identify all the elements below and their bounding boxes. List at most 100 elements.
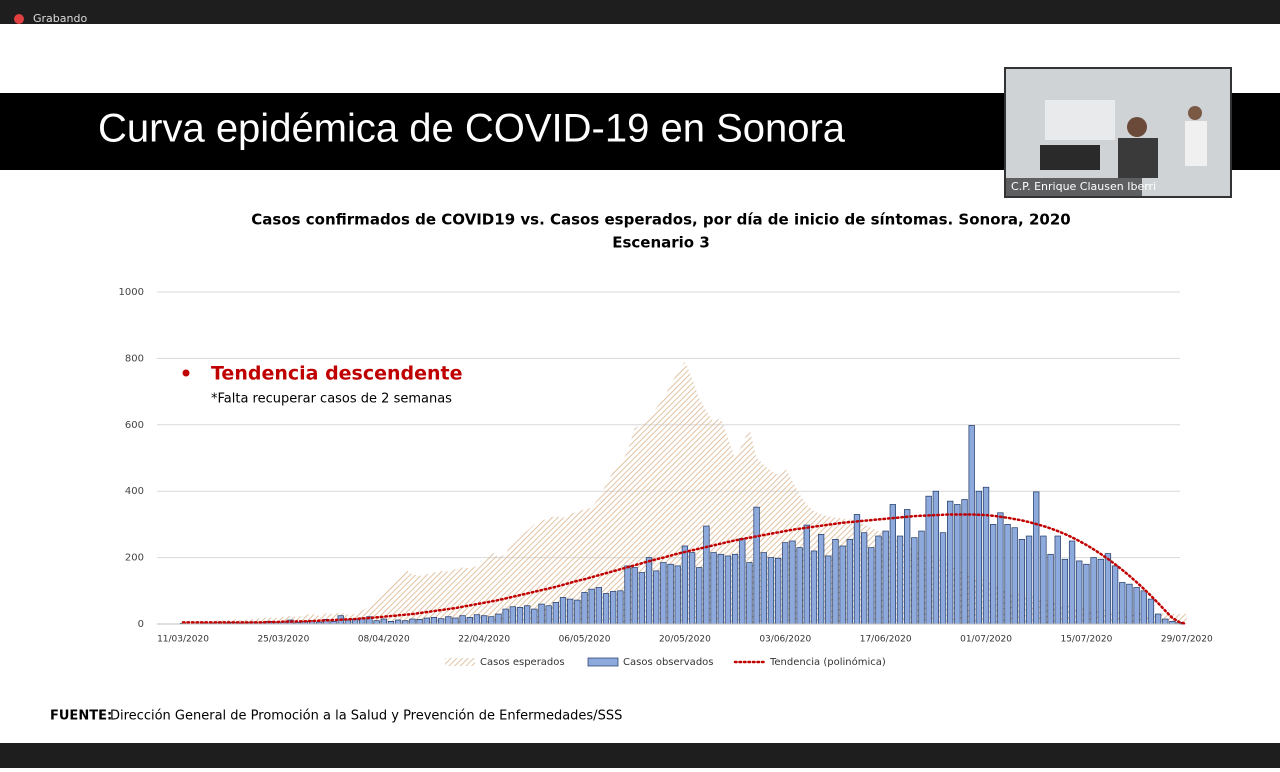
x-tick-label: 06/05/2020 (559, 635, 611, 645)
y-tick-label: 200 (125, 553, 144, 564)
legend-swatch (588, 658, 618, 666)
bar (833, 539, 839, 624)
top-bar (0, 0, 1280, 24)
bar (976, 491, 982, 624)
bar (890, 504, 896, 624)
bar (854, 514, 860, 624)
bar (969, 425, 975, 624)
bar (983, 487, 989, 624)
x-tick-label: 01/07/2020 (960, 635, 1012, 645)
source-text: Dirección General de Promoción a la Salu… (110, 709, 622, 724)
bar (1105, 554, 1111, 624)
bar (840, 546, 846, 624)
bar (1112, 566, 1118, 624)
x-tick-label: 20/05/2020 (659, 635, 711, 645)
bar (904, 509, 910, 624)
bar (589, 589, 595, 624)
bar (381, 619, 387, 624)
bar (919, 531, 925, 624)
bar (489, 617, 495, 624)
bar (460, 616, 466, 624)
bar (1069, 541, 1075, 624)
bar (524, 606, 530, 624)
bar (962, 500, 968, 625)
bar (818, 534, 824, 624)
bar (1119, 583, 1125, 625)
y-tick-label: 1000 (119, 287, 144, 298)
source-label: FUENTE: (50, 709, 112, 724)
bar (1048, 554, 1054, 624)
bar (1162, 619, 1168, 624)
legend-label: Casos esperados (480, 657, 565, 668)
bar (431, 617, 437, 624)
bottom-bar (0, 743, 1280, 768)
annotation-note: *Falta recuperar casos de 2 semanas (211, 392, 452, 407)
bar (575, 600, 581, 624)
y-tick-label: 600 (125, 420, 144, 431)
bar (739, 538, 745, 624)
bar (1141, 591, 1147, 624)
bar (1062, 559, 1068, 624)
bar (661, 563, 667, 624)
video-person-body (1118, 138, 1158, 178)
bar (725, 556, 731, 624)
bar (897, 536, 903, 624)
x-tick-label: 22/04/2020 (458, 635, 510, 645)
bullet (183, 370, 190, 377)
bar (804, 525, 810, 624)
bar (682, 546, 688, 624)
bar (1026, 536, 1032, 624)
bar (790, 541, 796, 624)
bar (1005, 524, 1011, 624)
bar (990, 524, 996, 624)
bar (510, 607, 516, 624)
bar (532, 609, 538, 624)
video-person (1127, 117, 1147, 137)
bar (596, 587, 602, 624)
bar (704, 526, 710, 624)
bar (453, 618, 459, 624)
bar (883, 531, 889, 624)
annotation-title: Tendencia descendente (211, 363, 463, 385)
bar (668, 564, 674, 624)
y-tick-label: 800 (125, 353, 144, 364)
bar (517, 607, 523, 624)
bar (861, 533, 867, 624)
bar (782, 543, 788, 624)
bar (797, 548, 803, 624)
bar (395, 620, 401, 624)
bar (711, 553, 717, 624)
legend-label: Tendencia (polinómica) (769, 656, 886, 668)
bar (646, 558, 652, 624)
video-thumbnail[interactable]: C.P. Enrique Clausen Iberri (1005, 68, 1231, 197)
bar (467, 617, 473, 624)
bar (696, 568, 702, 624)
legend-swatch (445, 658, 475, 666)
bar (567, 599, 573, 624)
bar (718, 554, 724, 624)
bar (754, 507, 760, 624)
bar (847, 539, 853, 624)
bar (768, 558, 774, 624)
bar (632, 568, 638, 624)
bar (503, 609, 509, 624)
y-tick-label: 0 (138, 619, 144, 630)
chart-subtitle: Escenario 3 (612, 234, 710, 252)
x-tick-label: 25/03/2020 (257, 635, 309, 645)
bar (1148, 599, 1154, 624)
bar (689, 553, 695, 624)
bar (1055, 536, 1061, 624)
bar (1098, 559, 1104, 624)
bar (826, 556, 832, 624)
bar (775, 558, 781, 624)
bar (1127, 584, 1133, 624)
bar (610, 591, 616, 624)
bar (653, 571, 659, 624)
bar (747, 563, 753, 624)
bar (445, 617, 451, 624)
bar (424, 618, 430, 624)
bar (1076, 561, 1082, 624)
